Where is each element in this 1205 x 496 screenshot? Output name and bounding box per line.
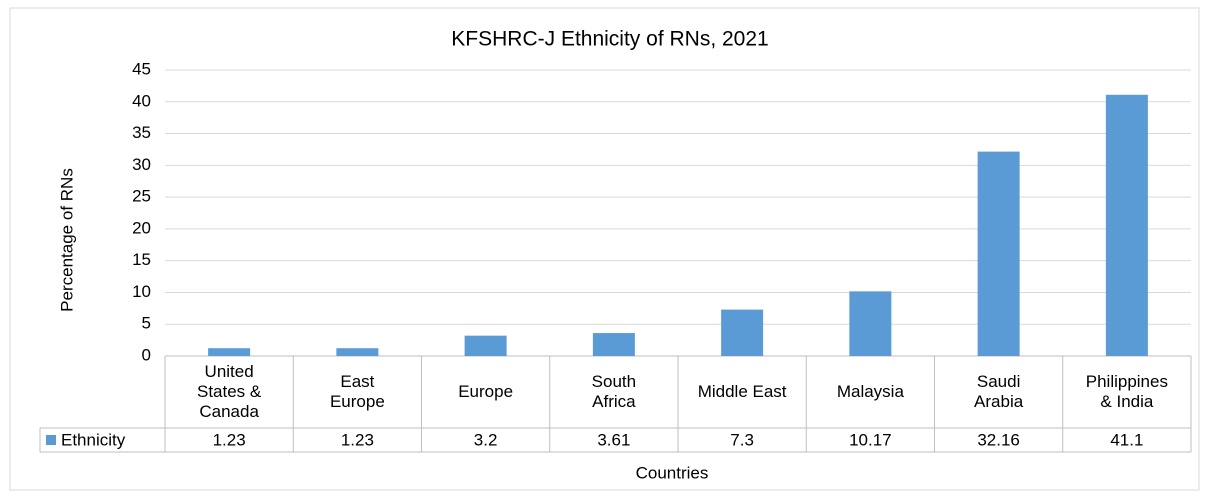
- x-tick-label: South Africa: [591, 372, 637, 411]
- x-tick-label: Middle East: [697, 382, 787, 401]
- y-tick-label: 10: [132, 282, 151, 301]
- x-tick-label: Philippines & India: [1085, 372, 1168, 411]
- data-table-value: 41.1: [1110, 430, 1143, 449]
- y-tick-label: 25: [132, 187, 151, 206]
- x-axis-title: Countries: [636, 463, 709, 482]
- bar: [464, 335, 507, 356]
- bar: [592, 333, 635, 356]
- legend-swatch: [46, 435, 56, 445]
- bar: [721, 309, 764, 356]
- chart-border: [9, 7, 1200, 491]
- x-tick-label: Europe: [458, 382, 514, 401]
- bar: [208, 348, 251, 356]
- data-table-value: 3.61: [597, 430, 630, 449]
- y-tick-label: 30: [132, 155, 151, 174]
- legend-label: Ethnicity: [61, 430, 126, 449]
- y-tick-label: 45: [132, 59, 151, 78]
- bar: [977, 151, 1020, 356]
- data-table-value: 1.23: [341, 430, 374, 449]
- y-tick-label: 20: [132, 218, 151, 237]
- x-tick-label: Saudi Arabia: [974, 372, 1024, 411]
- bar: [1105, 94, 1148, 356]
- y-tick-label: 40: [132, 91, 151, 110]
- y-tick-label: 0: [142, 345, 151, 364]
- y-tick-label: 15: [132, 250, 151, 269]
- data-table-value: 3.2: [474, 430, 498, 449]
- bar: [336, 348, 379, 356]
- y-tick-label: 5: [142, 314, 151, 333]
- data-table-value: 10.17: [849, 430, 892, 449]
- y-tick-label: 35: [132, 123, 151, 142]
- data-table-value: 1.23: [213, 430, 246, 449]
- data-table-value: 32.16: [977, 430, 1020, 449]
- x-tick-label: East Europe: [329, 372, 385, 411]
- x-tick-label: United States & Canada: [196, 362, 262, 421]
- chart-title: KFSHRC-J Ethnicity of RNs, 2021: [451, 28, 768, 51]
- y-axis-title: Percentage of RNs: [57, 168, 76, 312]
- data-table-value: 7.3: [730, 430, 754, 449]
- bar: [849, 291, 892, 356]
- x-tick-label: Malaysia: [836, 382, 904, 401]
